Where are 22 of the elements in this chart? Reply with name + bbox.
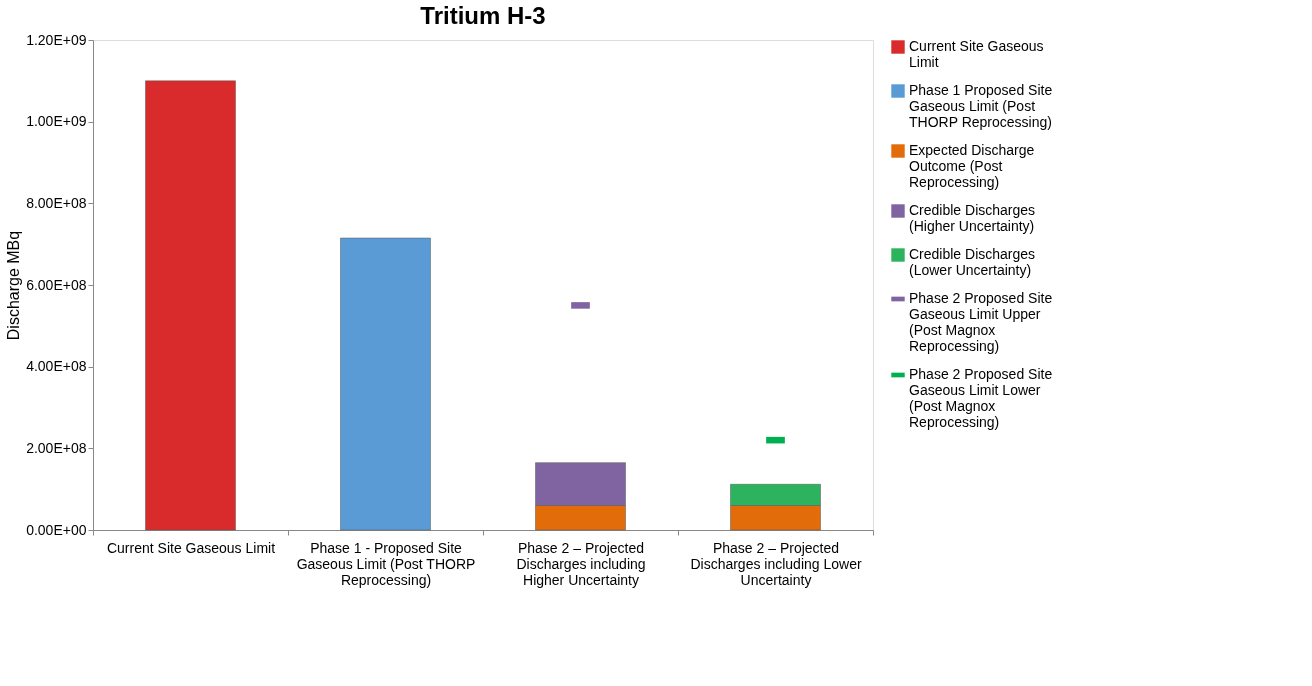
bar [145,80,236,531]
y-tick-label: 8.00E+08 [26,194,87,211]
legend-label: Phase 2 Proposed Site Gaseous Limit Upper (Post Magnox Reprocessing) [909,290,1053,354]
y-tick-label: 2.00E+08 [26,439,87,456]
chart-title: Tritium H-3 [420,2,546,29]
x-tick-label: Phase 2 – Projected Discharges including Lower Uncertainty [690,539,862,588]
y-tick-label: 4.00E+08 [26,358,87,375]
legend-label: Phase 2 Proposed Site Gaseous Limit Lower (Post Magnox Reprocessing) [909,366,1053,430]
legend-label: Current Site Gaseous Limit [909,38,1044,70]
x-tick-label: Current Site Gaseous Limit [106,539,276,556]
legend-label: Phase 1 Proposed Site Gaseous Limit (Post THORP Reprocessing) [909,82,1053,130]
y-tick-label: 1.20E+09 [26,31,87,48]
x-tick-label: Phase 2 – Projected Discharges including Higher Uncertainty [516,539,646,588]
x-tick-label: Phase 1 - Proposed Site Gaseous Limit (Post THORP Reprocessing) [296,539,476,588]
legend-label: Expected Discharge Outcome (Post Reprocessing) [909,142,1035,190]
y-tick-label: 1.00E+09 [26,113,87,130]
y-tick-label: 6.00E+08 [26,276,87,293]
y-axis-title: Discharge MBq [5,230,23,341]
legend-label: Credible Discharges (Higher Uncertainty) [909,202,1036,234]
bar [340,237,431,531]
y-tick-label: 0.00E+00 [26,521,87,538]
legend-label: Credible Discharges (Lower Uncertainty) [909,246,1036,278]
